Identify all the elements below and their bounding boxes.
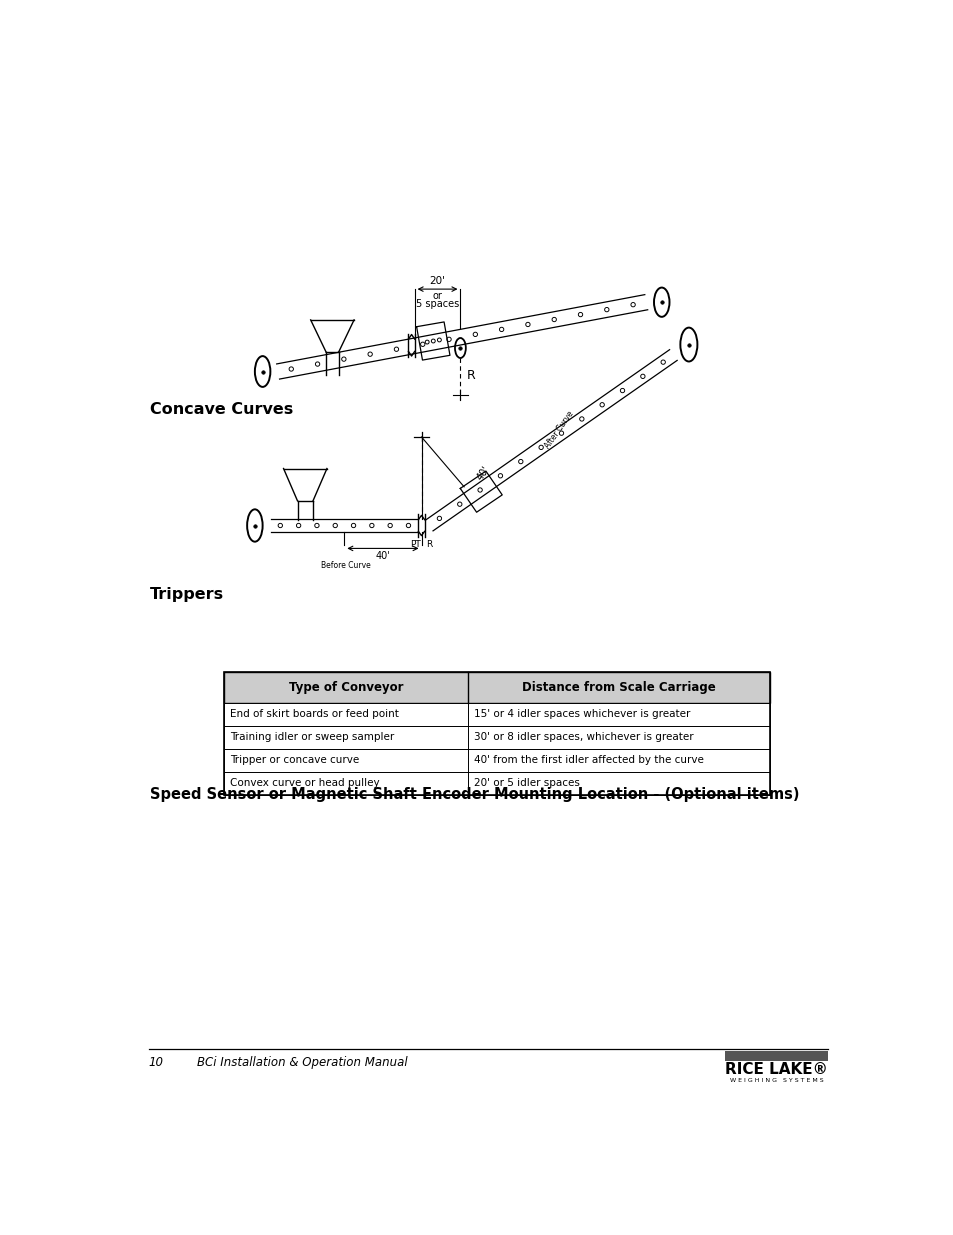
Text: 30' or 8 idler spaces, whichever is greater: 30' or 8 idler spaces, whichever is grea…	[474, 732, 693, 742]
FancyBboxPatch shape	[724, 1051, 827, 1061]
Text: Speed Sensor or Magnetic Shaft Encoder Mounting Location - (Optional items): Speed Sensor or Magnetic Shaft Encoder M…	[150, 788, 799, 803]
Text: Convex curve or head pulley: Convex curve or head pulley	[230, 778, 379, 788]
Text: 10: 10	[149, 1056, 164, 1068]
Text: 20': 20'	[429, 277, 445, 287]
Text: RICE LAKE®: RICE LAKE®	[724, 1062, 827, 1077]
Text: 40': 40'	[375, 552, 390, 562]
Text: After Curve: After Curve	[543, 410, 576, 451]
Text: 40': 40'	[475, 464, 492, 483]
Text: or: or	[432, 290, 442, 300]
FancyBboxPatch shape	[224, 726, 769, 748]
Text: Concave Curves: Concave Curves	[150, 403, 294, 417]
Text: 40' from the first idler affected by the curve: 40' from the first idler affected by the…	[474, 756, 703, 766]
FancyBboxPatch shape	[224, 672, 769, 703]
Text: 15' or 4 idler spaces whichever is greater: 15' or 4 idler spaces whichever is great…	[474, 709, 690, 719]
Text: R: R	[426, 540, 432, 548]
Text: 5 spaces: 5 spaces	[416, 299, 458, 309]
FancyBboxPatch shape	[224, 703, 769, 726]
Text: 20' or 5 idler spaces: 20' or 5 idler spaces	[474, 778, 579, 788]
Text: PT: PT	[410, 540, 420, 548]
Text: Distance from Scale Carriage: Distance from Scale Carriage	[521, 680, 716, 694]
Text: Training idler or sweep sampler: Training idler or sweep sampler	[230, 732, 394, 742]
FancyBboxPatch shape	[224, 748, 769, 772]
Text: W E I G H I N G   S Y S T E M S: W E I G H I N G S Y S T E M S	[729, 1078, 822, 1083]
FancyBboxPatch shape	[224, 772, 769, 795]
Text: End of skirt boards or feed point: End of skirt boards or feed point	[230, 709, 398, 719]
Text: BCi Installation & Operation Manual: BCi Installation & Operation Manual	[196, 1056, 407, 1068]
Text: R: R	[466, 369, 475, 382]
Text: Tripper or concave curve: Tripper or concave curve	[230, 756, 359, 766]
Text: Before Curve: Before Curve	[321, 562, 371, 571]
Text: Trippers: Trippers	[150, 588, 224, 603]
Text: Type of Conveyor: Type of Conveyor	[289, 680, 403, 694]
